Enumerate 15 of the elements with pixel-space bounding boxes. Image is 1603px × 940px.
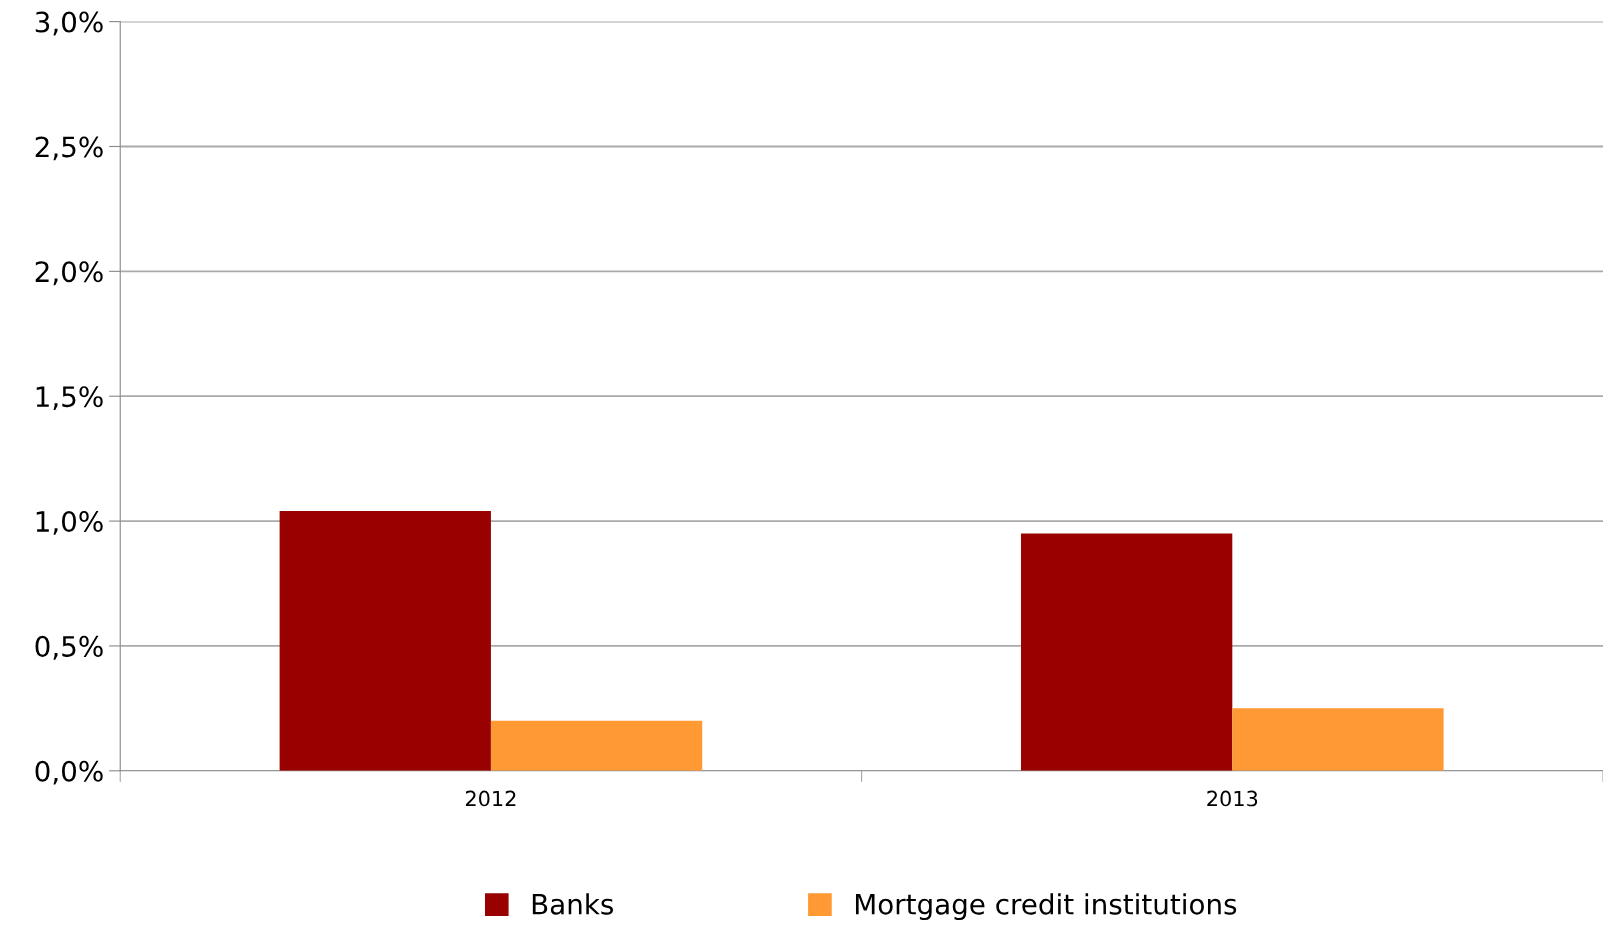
bar (1021, 533, 1233, 771)
y-tick-label: 0,5% (35, 635, 103, 660)
y-tick-label: 3,0% (35, 11, 103, 36)
legend-label: Banks (532, 893, 614, 915)
y-tick-label: 2,5% (35, 136, 103, 161)
y-tick-label: 2,0% (35, 261, 103, 286)
bar (1232, 708, 1444, 771)
x-tick-label: 2013 (1207, 790, 1258, 807)
bar (279, 511, 491, 771)
y-tick-label: 0,0% (35, 760, 103, 785)
x-tick-label: 2012 (465, 790, 516, 807)
legend-label: Mortgage credit institutions (855, 893, 1237, 921)
bar (490, 720, 703, 771)
y-tick-label: 1,0% (36, 511, 103, 535)
y-tick-label: 1,5% (36, 386, 103, 410)
